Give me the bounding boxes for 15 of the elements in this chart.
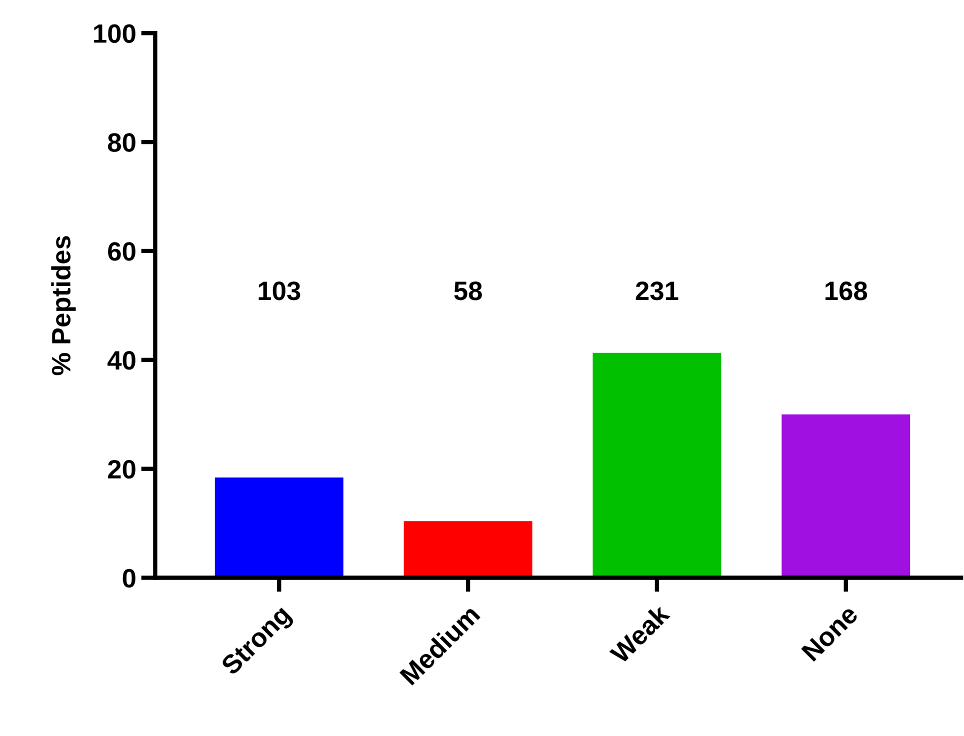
y-tick-label: 0	[122, 568, 136, 588]
y-tick-label: 60	[108, 242, 136, 261]
y-tick-label: 40	[108, 351, 136, 370]
bar	[592, 352, 722, 578]
bar	[404, 521, 532, 578]
y-tick-label: 80	[108, 133, 136, 152]
annotation: 231	[636, 282, 678, 300]
bar	[214, 478, 344, 578]
y-tick-label: 20	[108, 460, 136, 479]
y-axis-title: % Peptides	[51, 236, 76, 376]
y-tick-label: 100	[94, 24, 136, 43]
bar	[782, 414, 910, 578]
annotation: 168	[826, 282, 868, 300]
annotation: 103	[258, 282, 300, 300]
annotation: 58	[454, 282, 482, 300]
